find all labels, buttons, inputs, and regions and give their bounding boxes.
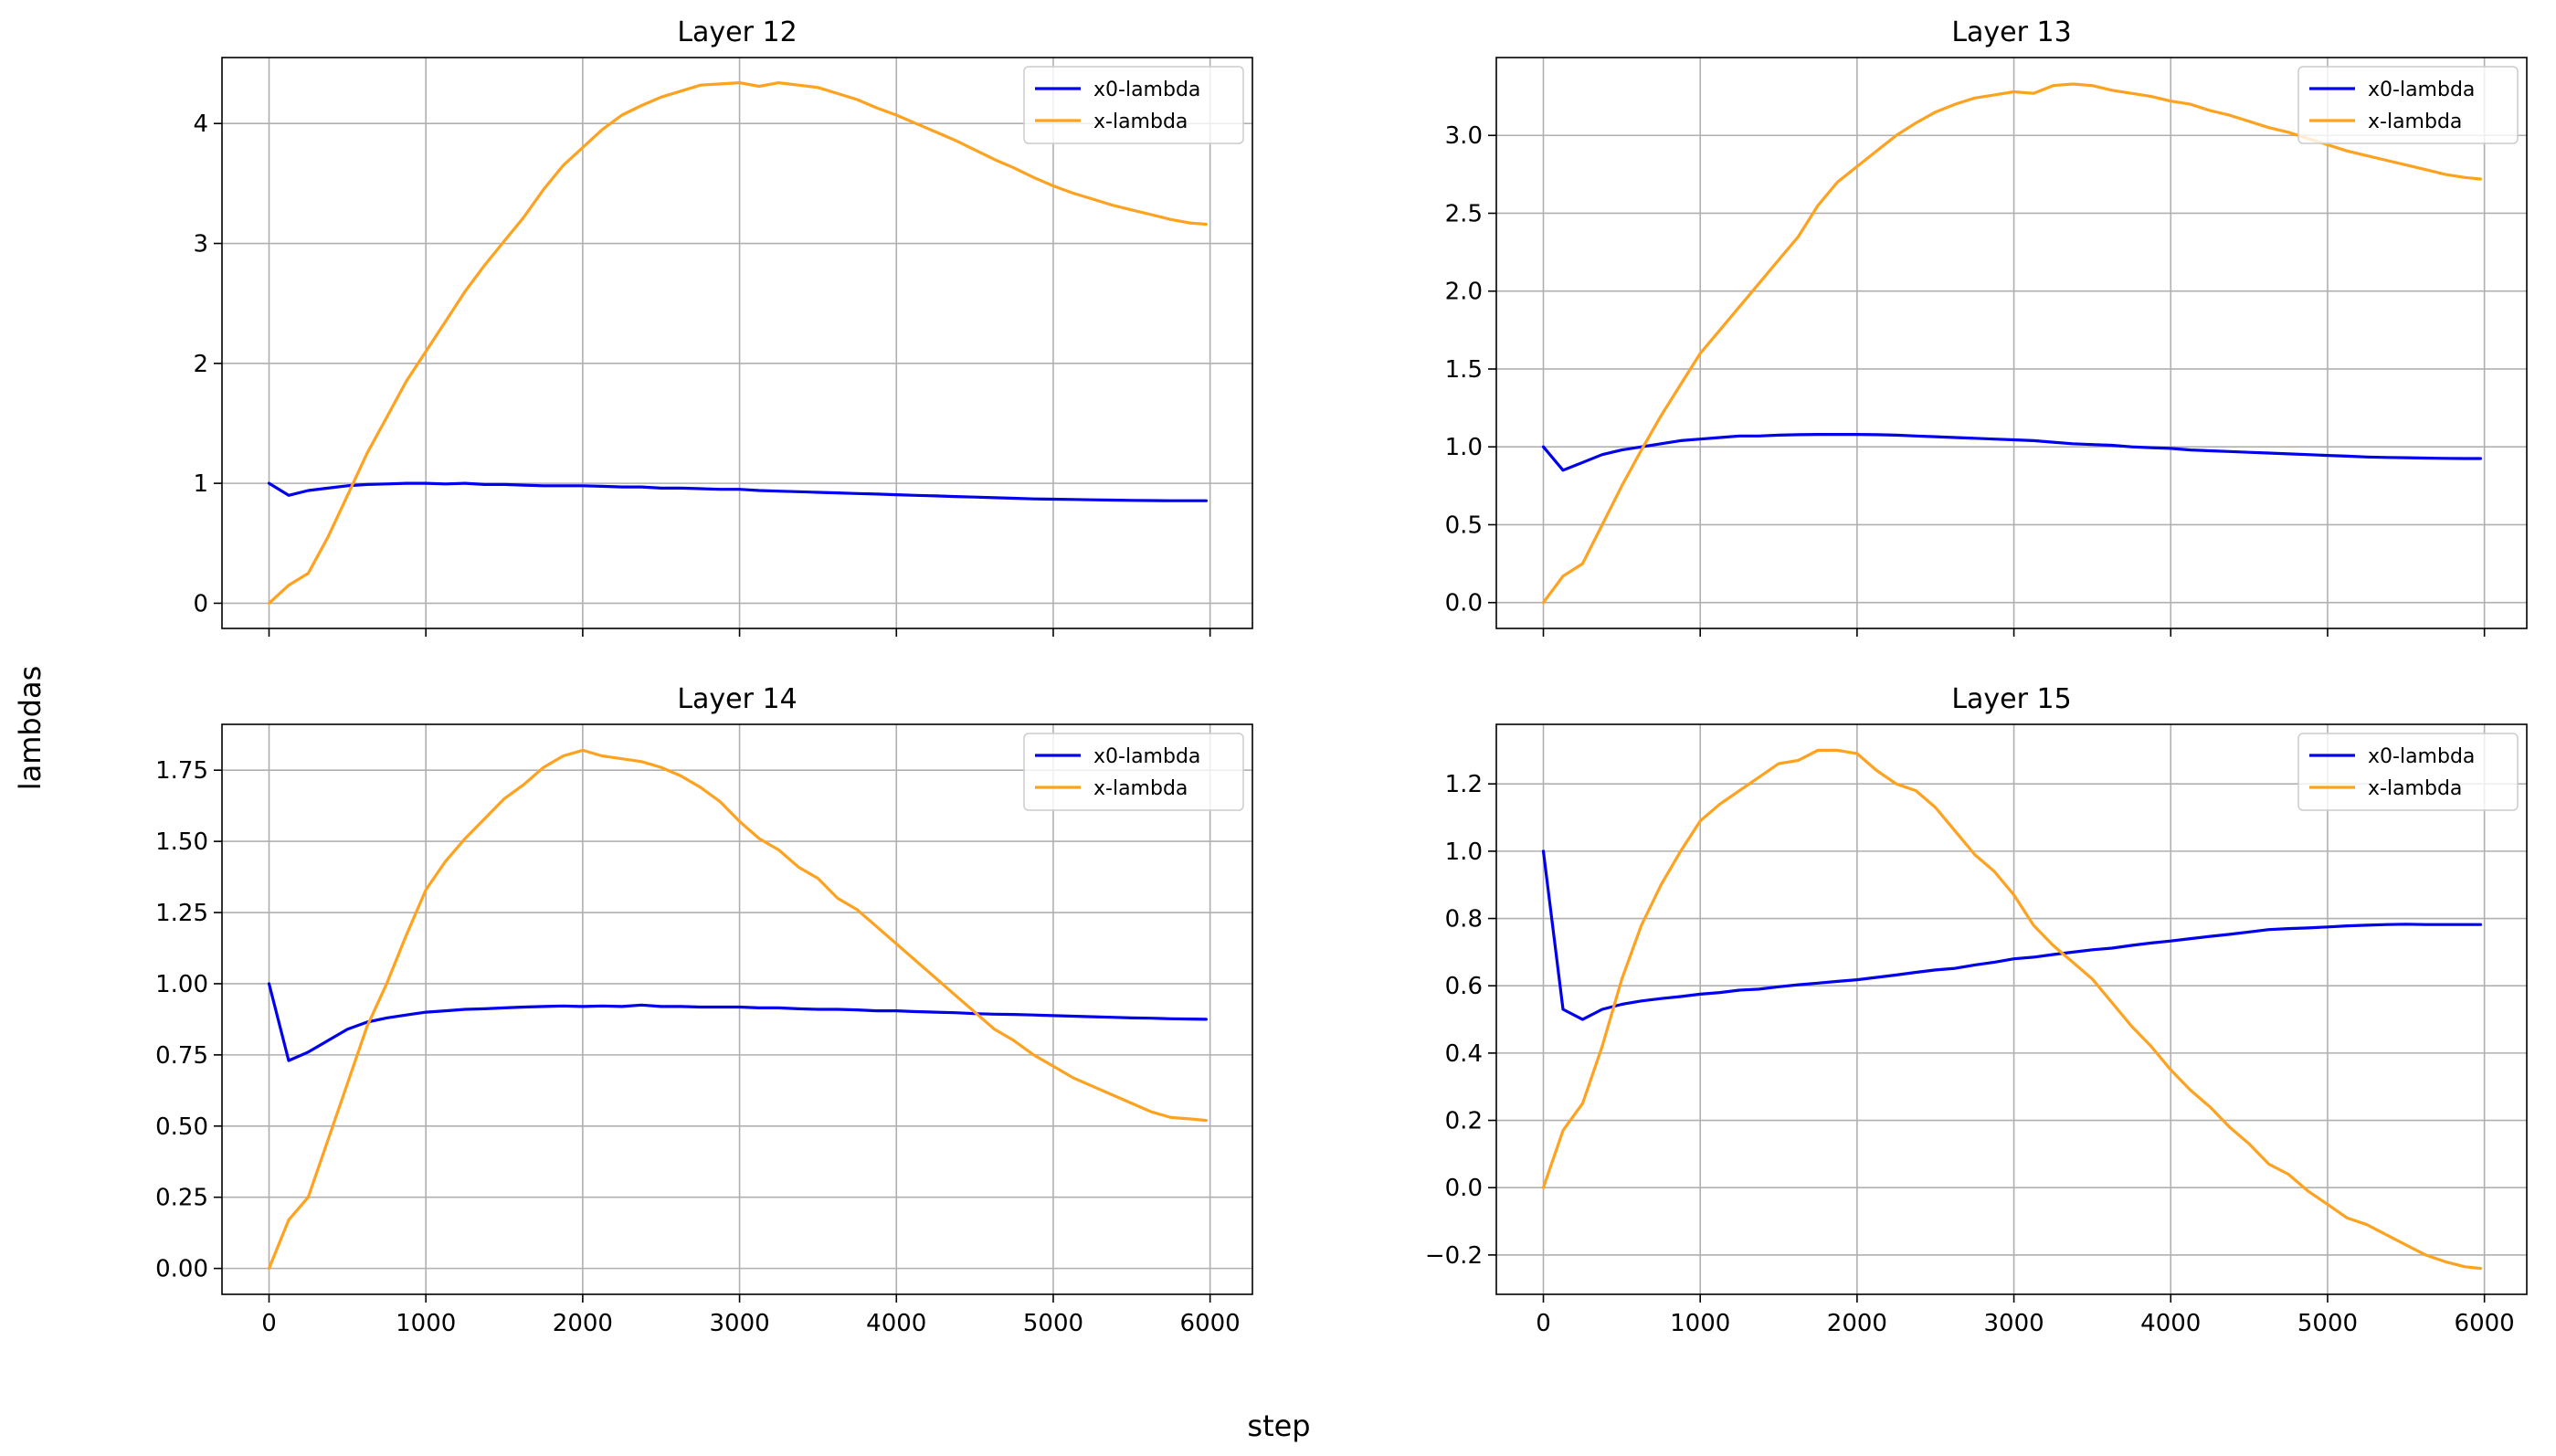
x-tick-label: 0 — [261, 1310, 277, 1337]
x-tick-label: 4000 — [2140, 1310, 2201, 1337]
x-tick-label: 3000 — [709, 1310, 769, 1337]
subplot-title: Layer 15 — [1951, 683, 2071, 715]
axes-frame — [221, 723, 1253, 1295]
y-tick-label: 2.5 — [1445, 200, 1483, 227]
x-tick-label: 4000 — [866, 1310, 926, 1337]
subplot-title: Layer 14 — [677, 683, 797, 715]
x-tick-label: 1000 — [1670, 1310, 1730, 1337]
series-line-x0-lambda — [1541, 849, 2482, 1021]
x-tick-label: 0 — [1536, 1310, 1551, 1337]
y-tick-label: 1.2 — [1445, 771, 1483, 798]
y-tick-label: 0.75 — [155, 1042, 208, 1070]
legend-box — [2297, 66, 2519, 144]
series-line-x-lambda — [1541, 82, 2482, 605]
subplot-title: Layer 13 — [1951, 16, 2071, 48]
x-tick-label: 1000 — [396, 1310, 456, 1337]
y-tick-label: 1.0 — [1445, 839, 1483, 866]
x-tick-label: 2000 — [553, 1310, 613, 1337]
y-tick-label: 3 — [193, 231, 208, 258]
legend-label-x0-lambda: x0-lambda — [2368, 745, 2475, 768]
legend-box — [1023, 733, 1244, 811]
axes-frame — [221, 57, 1253, 629]
axes-frame — [1495, 57, 2528, 629]
legend-box — [2297, 733, 2519, 811]
legend-label-x0-lambda: x0-lambda — [1093, 79, 1200, 101]
y-tick-label: 2 — [193, 351, 208, 378]
y-tick-label: 0.2 — [1445, 1108, 1483, 1135]
y-tick-label: 0.0 — [1445, 590, 1483, 617]
x-tick-label: 6000 — [2455, 1310, 2515, 1337]
legend: x0-lambda x-lambda — [1023, 66, 1244, 144]
subplot-layer-12: 0 1 2 3 4 Layer 12 x0-lambda x-lambda — [193, 16, 1253, 637]
subplot-title: Layer 12 — [677, 16, 797, 48]
y-tick-label: 0.50 — [155, 1113, 208, 1141]
legend-label-x-lambda: x-lambda — [1093, 777, 1188, 800]
y-tick-label: 1.25 — [155, 900, 208, 927]
legend: x0-lambda x-lambda — [2297, 66, 2519, 144]
subplot-layer-15: 0 1000 2000 3000 4000 5000 6000 −0.2 0.0 0.2 0.4 0.… — [1425, 683, 2528, 1337]
y-tick-label: 3.0 — [1445, 122, 1483, 150]
y-tick-label: 0.00 — [155, 1256, 208, 1283]
legend-label-x-lambda: x-lambda — [2368, 777, 2462, 800]
y-tick-label: 2.0 — [1445, 279, 1483, 306]
y-tick-label: 1.0 — [1445, 434, 1483, 461]
x-tick-label: 5000 — [1023, 1310, 1083, 1337]
axes-frame — [1495, 723, 2528, 1295]
y-tick-label: 0.8 — [1445, 906, 1483, 934]
series-line-x0-lambda — [267, 982, 1209, 1062]
legend-label-x0-lambda: x0-lambda — [1093, 745, 1200, 768]
series-line-x0-lambda — [1541, 433, 2482, 472]
legend-label-x-lambda: x-lambda — [2368, 111, 2462, 133]
series-line-x0-lambda — [267, 481, 1209, 502]
y-tick-label: 4 — [193, 111, 208, 138]
legend: x0-lambda x-lambda — [1023, 733, 1244, 811]
figure-ylabel: lambdas — [13, 666, 48, 791]
y-tick-label: 0.4 — [1445, 1040, 1483, 1068]
y-tick-label: 0.25 — [155, 1185, 208, 1212]
y-tick-label: 0 — [193, 590, 208, 617]
legend-box — [1023, 66, 1244, 144]
x-tick-label: 3000 — [1983, 1310, 2044, 1337]
y-tick-label: 1.50 — [155, 828, 208, 856]
x-tick-label: 2000 — [1827, 1310, 1887, 1337]
subplot-layer-14: 0 1000 2000 3000 4000 5000 6000 0.00 0.25 0.50 0.7… — [155, 683, 1253, 1337]
series-line-x-lambda — [1541, 748, 2482, 1271]
subplot-layer-13: 0.0 0.5 1.0 1.5 2.0 2.5 3.0 Layer 13 x0-lambda x-… — [1445, 16, 2528, 637]
subplot-grid: 0 1 2 3 4 Layer 12 x0-lambda x-lambda 0.0 0.5 1.0 1… — [155, 16, 2528, 1337]
y-tick-label: 1.75 — [155, 757, 208, 785]
legend: x0-lambda x-lambda — [2297, 733, 2519, 811]
x-tick-label: 6000 — [1180, 1310, 1241, 1337]
series-line-x-lambda — [267, 80, 1209, 606]
y-tick-label: 0.5 — [1445, 512, 1483, 539]
legend-label-x-lambda: x-lambda — [1093, 111, 1188, 133]
y-tick-label: −0.2 — [1425, 1242, 1483, 1270]
y-tick-label: 1.00 — [155, 971, 208, 998]
legend-label-x0-lambda: x0-lambda — [2368, 79, 2475, 101]
y-tick-label: 0.0 — [1445, 1175, 1483, 1202]
y-tick-label: 1 — [193, 470, 208, 498]
x-tick-label: 5000 — [2297, 1310, 2358, 1337]
figure-xlabel: step — [1247, 1409, 1310, 1443]
y-tick-label: 1.5 — [1445, 356, 1483, 384]
y-tick-label: 0.6 — [1445, 973, 1483, 1000]
series-line-x-lambda — [267, 748, 1209, 1271]
